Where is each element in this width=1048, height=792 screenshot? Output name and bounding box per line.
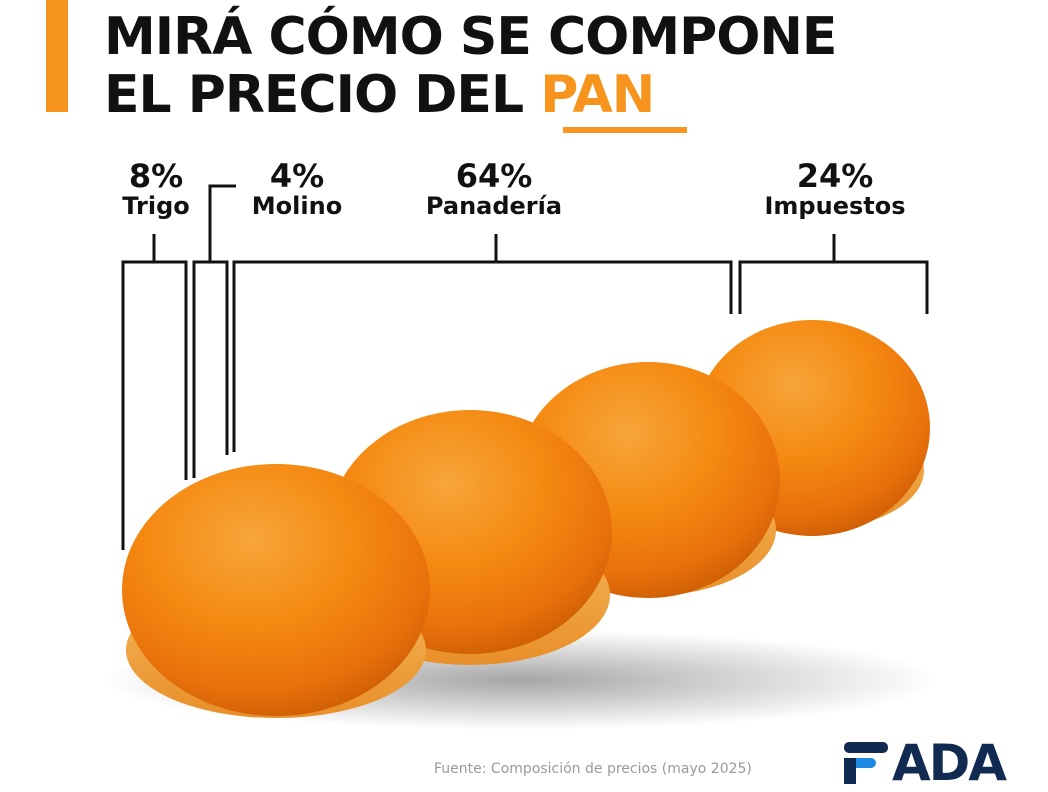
fada-logo-mark — [844, 742, 888, 784]
segment-trigo-label: Trigo — [122, 192, 190, 220]
bracket-molino-stem — [208, 184, 236, 262]
fada-logo: ADA — [892, 734, 1007, 792]
segment-panaderia-percent: 64% — [455, 157, 533, 195]
title-line-1: MIRÁ CÓMO SE COMPONE — [104, 7, 837, 67]
page-title: MIRÁ CÓMO SE COMPONE EL PRECIO DEL PAN — [104, 7, 837, 124]
segment-panaderia: 64% Panadería — [426, 160, 562, 220]
segment-molino-percent: 4% — [269, 157, 325, 195]
title-line-2: EL PRECIO DEL PAN — [104, 66, 836, 124]
bracket-panaderia — [232, 260, 733, 452]
title-line-2-prefix: EL PRECIO DEL — [104, 65, 541, 125]
segment-impuestos-percent: 24% — [796, 157, 874, 195]
title-underline — [563, 127, 687, 133]
segment-panaderia-label: Panadería — [425, 192, 563, 220]
segment-molino-label: Molino — [251, 192, 343, 220]
segment-impuestos: 24% Impuestos — [764, 160, 905, 220]
segment-molino: 4% Molino — [252, 160, 342, 220]
segment-impuestos-label: Impuestos — [764, 192, 906, 220]
segment-trigo-percent: 8% — [128, 157, 184, 195]
source-note: Fuente: Composición de precios (mayo 202… — [434, 761, 752, 777]
segment-trigo: 8% Trigo — [122, 160, 189, 220]
bread-roll-1 — [122, 464, 430, 718]
title-highlight: PAN — [540, 65, 655, 125]
accent-bar — [46, 0, 68, 112]
